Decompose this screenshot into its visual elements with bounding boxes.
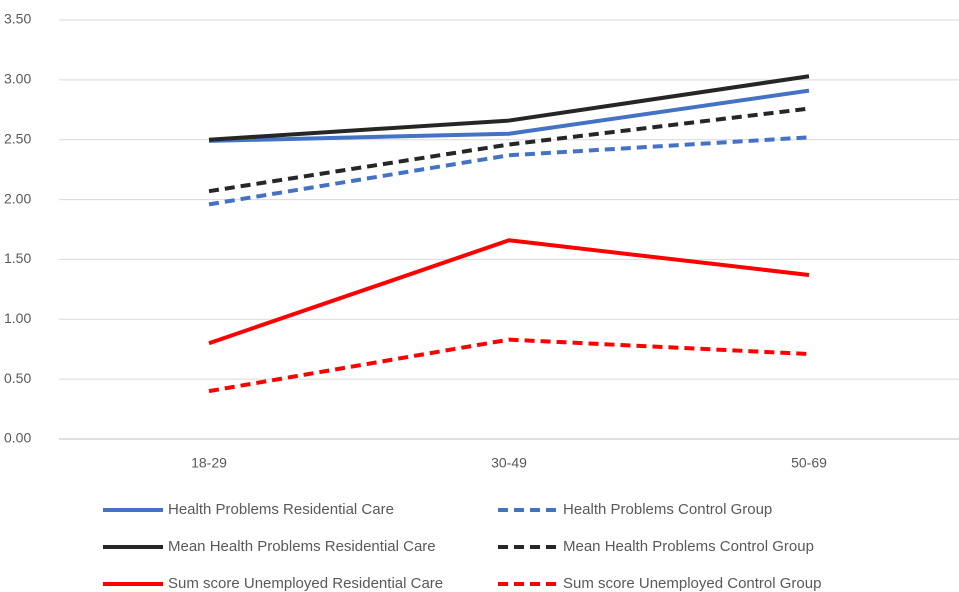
y-tick-label: 2.50	[4, 130, 31, 146]
y-tick-label: 1.00	[4, 310, 31, 326]
series-line	[208, 135, 810, 207]
legend-label: Sum score Unemployed Residential Care	[168, 575, 443, 592]
legend-label: Sum score Unemployed Control Group	[563, 575, 821, 592]
x-tick-label: 18-29	[191, 455, 227, 471]
series-line	[208, 88, 810, 143]
x-tick-label: 50-69	[791, 455, 827, 471]
x-tick-label: 30-49	[491, 455, 527, 471]
legend-label: Health Problems Residential Care	[168, 501, 394, 518]
y-tick-label: 2.00	[4, 190, 31, 206]
y-tick-label: 3.50	[4, 11, 31, 27]
y-tick-label: 0.00	[4, 430, 31, 446]
legend-label: Health Problems Control Group	[563, 501, 772, 518]
series-line	[208, 106, 810, 194]
legend-label: Mean Health Problems Control Group	[563, 538, 814, 555]
y-tick-label: 1.50	[4, 250, 31, 266]
y-tick-label: 0.50	[4, 370, 31, 386]
legend: Health Problems Residential Care Health P…	[103, 501, 821, 592]
legend-label: Mean Health Problems Residential Care	[168, 538, 436, 555]
series-line	[208, 238, 810, 346]
series-line	[208, 74, 810, 142]
series-line	[208, 337, 810, 394]
y-tick-label: 3.00	[4, 71, 31, 87]
